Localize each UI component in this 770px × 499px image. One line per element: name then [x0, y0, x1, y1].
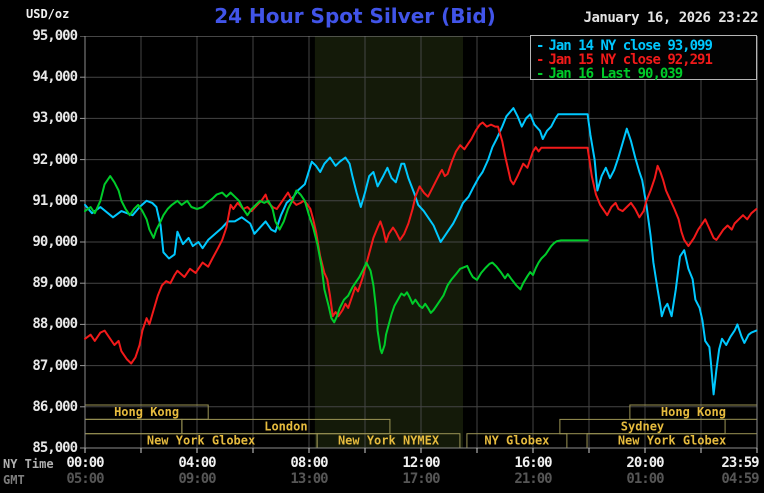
series-line-2	[84, 175, 589, 355]
gmt-row-label: GMT	[3, 473, 25, 487]
y-axis-label: 88,000	[32, 316, 78, 333]
x-axis-label-gmt: 01:00	[626, 471, 664, 487]
legend-series-label: Jan 16 Last	[548, 66, 631, 82]
session-label: Sydney	[621, 419, 664, 433]
legend-series-label: Jan 14 NY close	[548, 38, 660, 54]
x-axis-label-gmt: 21:00	[514, 471, 552, 487]
session-label: NY Globex	[484, 434, 549, 448]
x-axis-label-gmt: 13:00	[290, 471, 328, 487]
legend-series-value: 90,039	[637, 66, 684, 82]
series-dash-icon: -	[536, 66, 545, 82]
session-label: London	[264, 419, 307, 433]
legend-row: - Jan 14 NY close 93,099	[536, 38, 756, 54]
y-axis-label: 95,000	[32, 28, 78, 44]
y-axis-label: 91,000	[32, 192, 78, 209]
series-line-0	[84, 107, 758, 396]
unit-label: USD/oz	[26, 7, 70, 21]
x-axis-label-gmt: 09:00	[178, 471, 216, 487]
x-axis-label-ny: 08:00	[290, 455, 328, 471]
y-axis-label: 89,000	[32, 275, 78, 292]
legend-row: - Jan 16 Last 90,039	[536, 66, 756, 82]
x-axis-label-gmt: 05:00	[66, 471, 104, 487]
series-dash-icon: -	[536, 52, 545, 68]
session-label: New York NYMEX	[338, 434, 440, 448]
session-label: New York Globex	[618, 434, 726, 448]
legend-row: - Jan 15 NY close 92,291	[536, 52, 756, 68]
legend-series-value: 93,099	[667, 38, 713, 54]
page-title: 24 Hour Spot Silver (Bid)	[214, 4, 496, 28]
session-label: Hong Kong	[661, 405, 726, 419]
x-axis-label-ny: 20:00	[626, 455, 664, 471]
session-label: Hong Kong	[114, 405, 179, 419]
series-dash-icon: -	[536, 38, 545, 54]
x-axis-label-ny: 04:00	[178, 455, 216, 471]
legend: - Jan 14 NY close 93,099 - Jan 15 NY close…	[530, 35, 757, 82]
session-label: New York Globex	[147, 434, 255, 448]
y-axis-label: 92,000	[32, 151, 78, 168]
x-axis-label-ny: 12:00	[402, 455, 440, 471]
y-axis-label: 86,000	[32, 398, 78, 415]
legend-series-label: Jan 15 NY close	[548, 52, 660, 68]
y-axis-label: 90,000	[32, 234, 78, 250]
x-axis-label-gmt: 04:59	[721, 471, 759, 487]
x-axis-label-gmt: 17:00	[402, 471, 440, 487]
ny-time-row-label: NY Time	[3, 457, 54, 471]
date-label: January 16, 2026 23:22	[583, 10, 759, 26]
y-axis-label: 94,000	[32, 69, 78, 86]
y-axis-label: 85,000	[32, 440, 78, 456]
x-axis-label-ny: 23:59	[721, 455, 759, 471]
series-line-1	[84, 121, 758, 365]
legend-series-value: 92,291	[667, 52, 713, 68]
y-axis-label: 87,000	[32, 357, 78, 374]
x-axis-label-ny: 00:00	[66, 455, 104, 471]
y-axis-label: 93,000	[32, 110, 78, 127]
x-axis-label-ny: 16:00	[514, 455, 552, 471]
